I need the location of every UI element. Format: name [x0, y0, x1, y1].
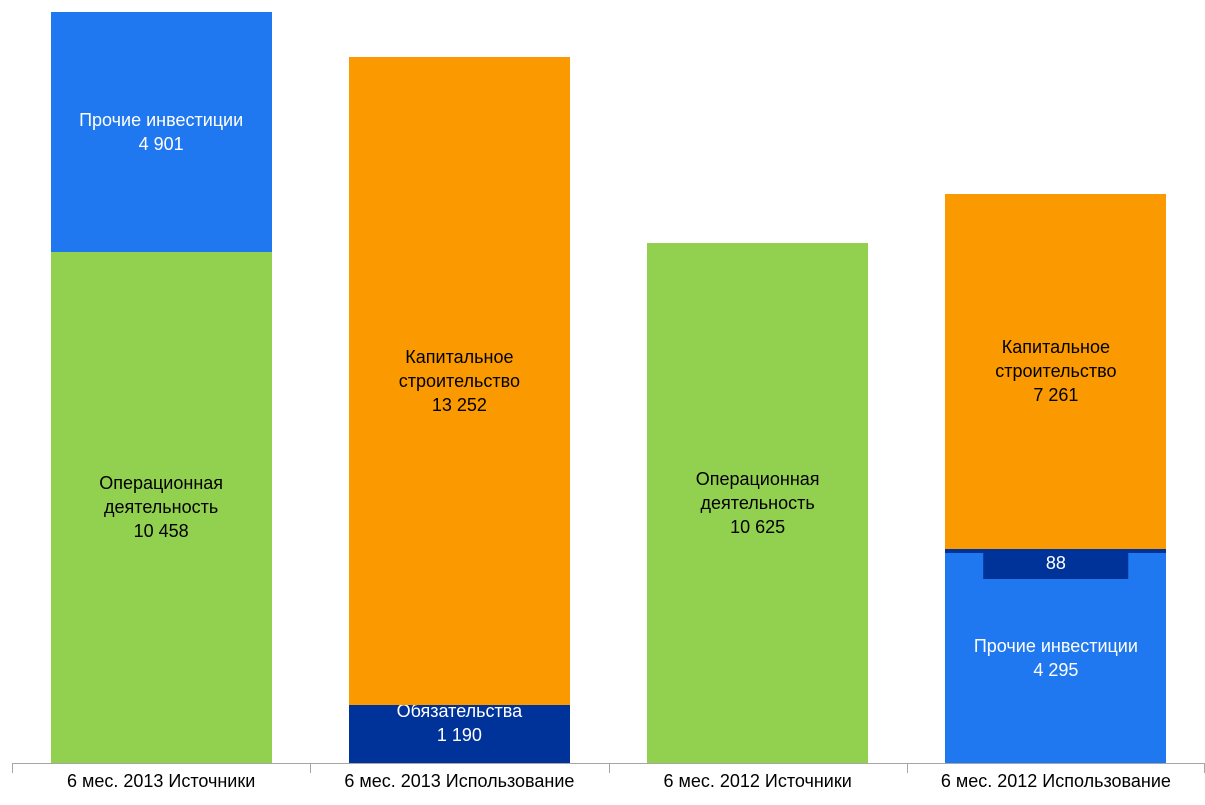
segment-label: Капитальное строительство 13 252 — [359, 345, 560, 417]
bar-segment — [50, 251, 272, 763]
x-tick — [906, 763, 908, 773]
bar-segment — [945, 552, 1167, 763]
series-name: Операционная деятельность — [695, 469, 820, 514]
value-label: 10 458 — [133, 521, 189, 542]
value-label: 4 295 — [1033, 659, 1079, 680]
x-tick-label: 6 мес. 2012 Источники — [663, 771, 852, 791]
series-name: Прочие инвестиции — [973, 635, 1138, 656]
series-name: Операционная деятельность — [99, 473, 224, 518]
segment-label: Капитальное строительство 7 261 — [955, 335, 1156, 407]
value-label: 10 625 — [730, 517, 786, 538]
bar-segment — [945, 193, 1167, 549]
x-tick — [310, 763, 312, 773]
bar-segment — [50, 12, 272, 252]
series-name: Обязательства — [396, 701, 523, 721]
series-name: Прочие инвестиции — [79, 109, 244, 130]
value-label: 4 901 — [138, 133, 184, 154]
segment-label: Прочие инвестиции 4 901 — [61, 108, 262, 156]
value-label: 1 190 — [436, 725, 482, 745]
series-name: Капитальное строительство — [398, 346, 521, 391]
x-tick-label: 6 мес. 2012 Использование — [940, 771, 1171, 791]
x-tick — [12, 763, 13, 773]
segment-label: Прочие инвестиции 4 295 — [955, 634, 1156, 682]
bar-segment — [348, 56, 570, 705]
series-name: Капитальное строительство — [995, 337, 1117, 382]
x-tick-label: 6 мес. 2013 Источники — [66, 771, 256, 791]
value-label: 13 252 — [431, 394, 487, 415]
x-tick-label: 6 мес. 2013 Использование — [344, 771, 575, 791]
value-label: 7 261 — [1033, 385, 1079, 406]
x-tick — [608, 763, 610, 773]
value-label: 88 — [1045, 552, 1066, 573]
segment-label: Операционная деятельность 10 625 — [657, 467, 858, 539]
segment-label: Операционная деятельность 10 458 — [61, 471, 262, 543]
bar-segment — [647, 243, 869, 763]
